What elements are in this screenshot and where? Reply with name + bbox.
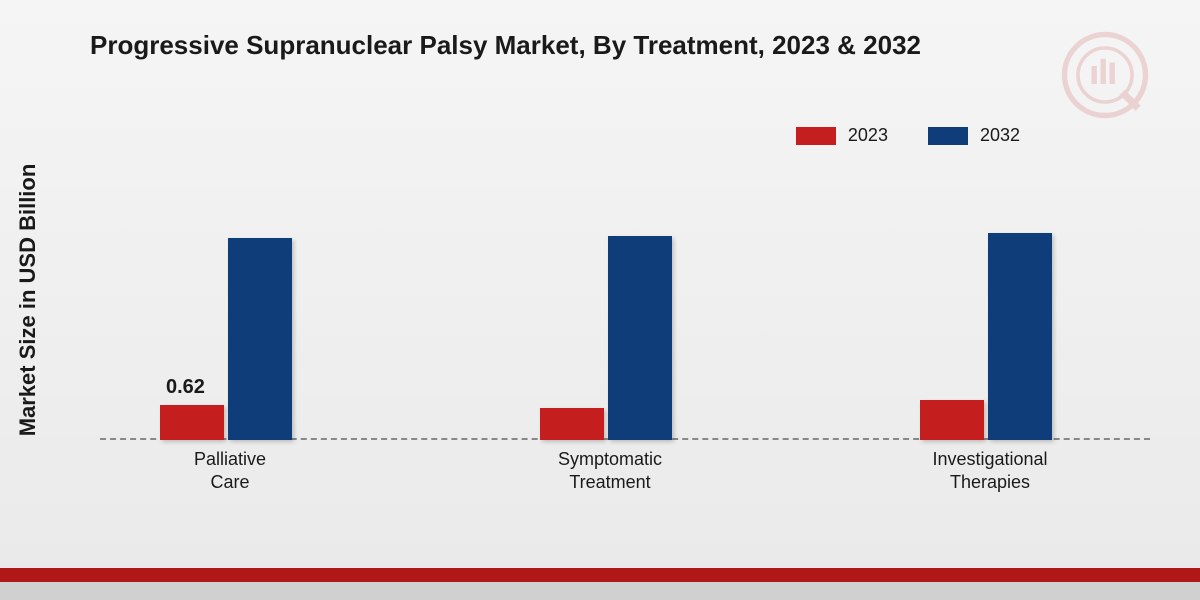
y-axis-label: Market Size in USD Billion	[15, 164, 41, 437]
watermark-logo	[1060, 30, 1150, 120]
bar-2023	[160, 405, 224, 440]
x-axis-label: InvestigationalTherapies	[890, 448, 1090, 495]
footer-shadow	[0, 582, 1200, 600]
chart-container: Progressive Supranuclear Palsy Market, B…	[0, 0, 1200, 570]
bar-group	[540, 236, 672, 440]
legend-swatch-2032	[928, 127, 968, 145]
chart-title: Progressive Supranuclear Palsy Market, B…	[90, 30, 921, 61]
bar-2023	[920, 400, 984, 440]
bar-2032	[988, 233, 1052, 440]
legend-label-2032: 2032	[980, 125, 1020, 146]
bar-2032	[608, 236, 672, 440]
bar-2023	[540, 408, 604, 440]
legend-swatch-2023	[796, 127, 836, 145]
legend-item-2023: 2023	[796, 125, 888, 146]
legend: 2023 2032	[796, 125, 1020, 146]
x-axis-label: PalliativeCare	[130, 448, 330, 495]
legend-label-2023: 2023	[848, 125, 888, 146]
footer-bar	[0, 568, 1200, 582]
plot-area: PalliativeCareSymptomaticTreatmentInvest…	[100, 160, 1150, 440]
bar-group	[920, 233, 1052, 440]
bar-2032	[228, 238, 292, 440]
x-axis-label: SymptomaticTreatment	[510, 448, 710, 495]
bar-group	[160, 238, 292, 440]
bar-value-label: 0.62	[166, 376, 205, 399]
legend-item-2032: 2032	[928, 125, 1020, 146]
